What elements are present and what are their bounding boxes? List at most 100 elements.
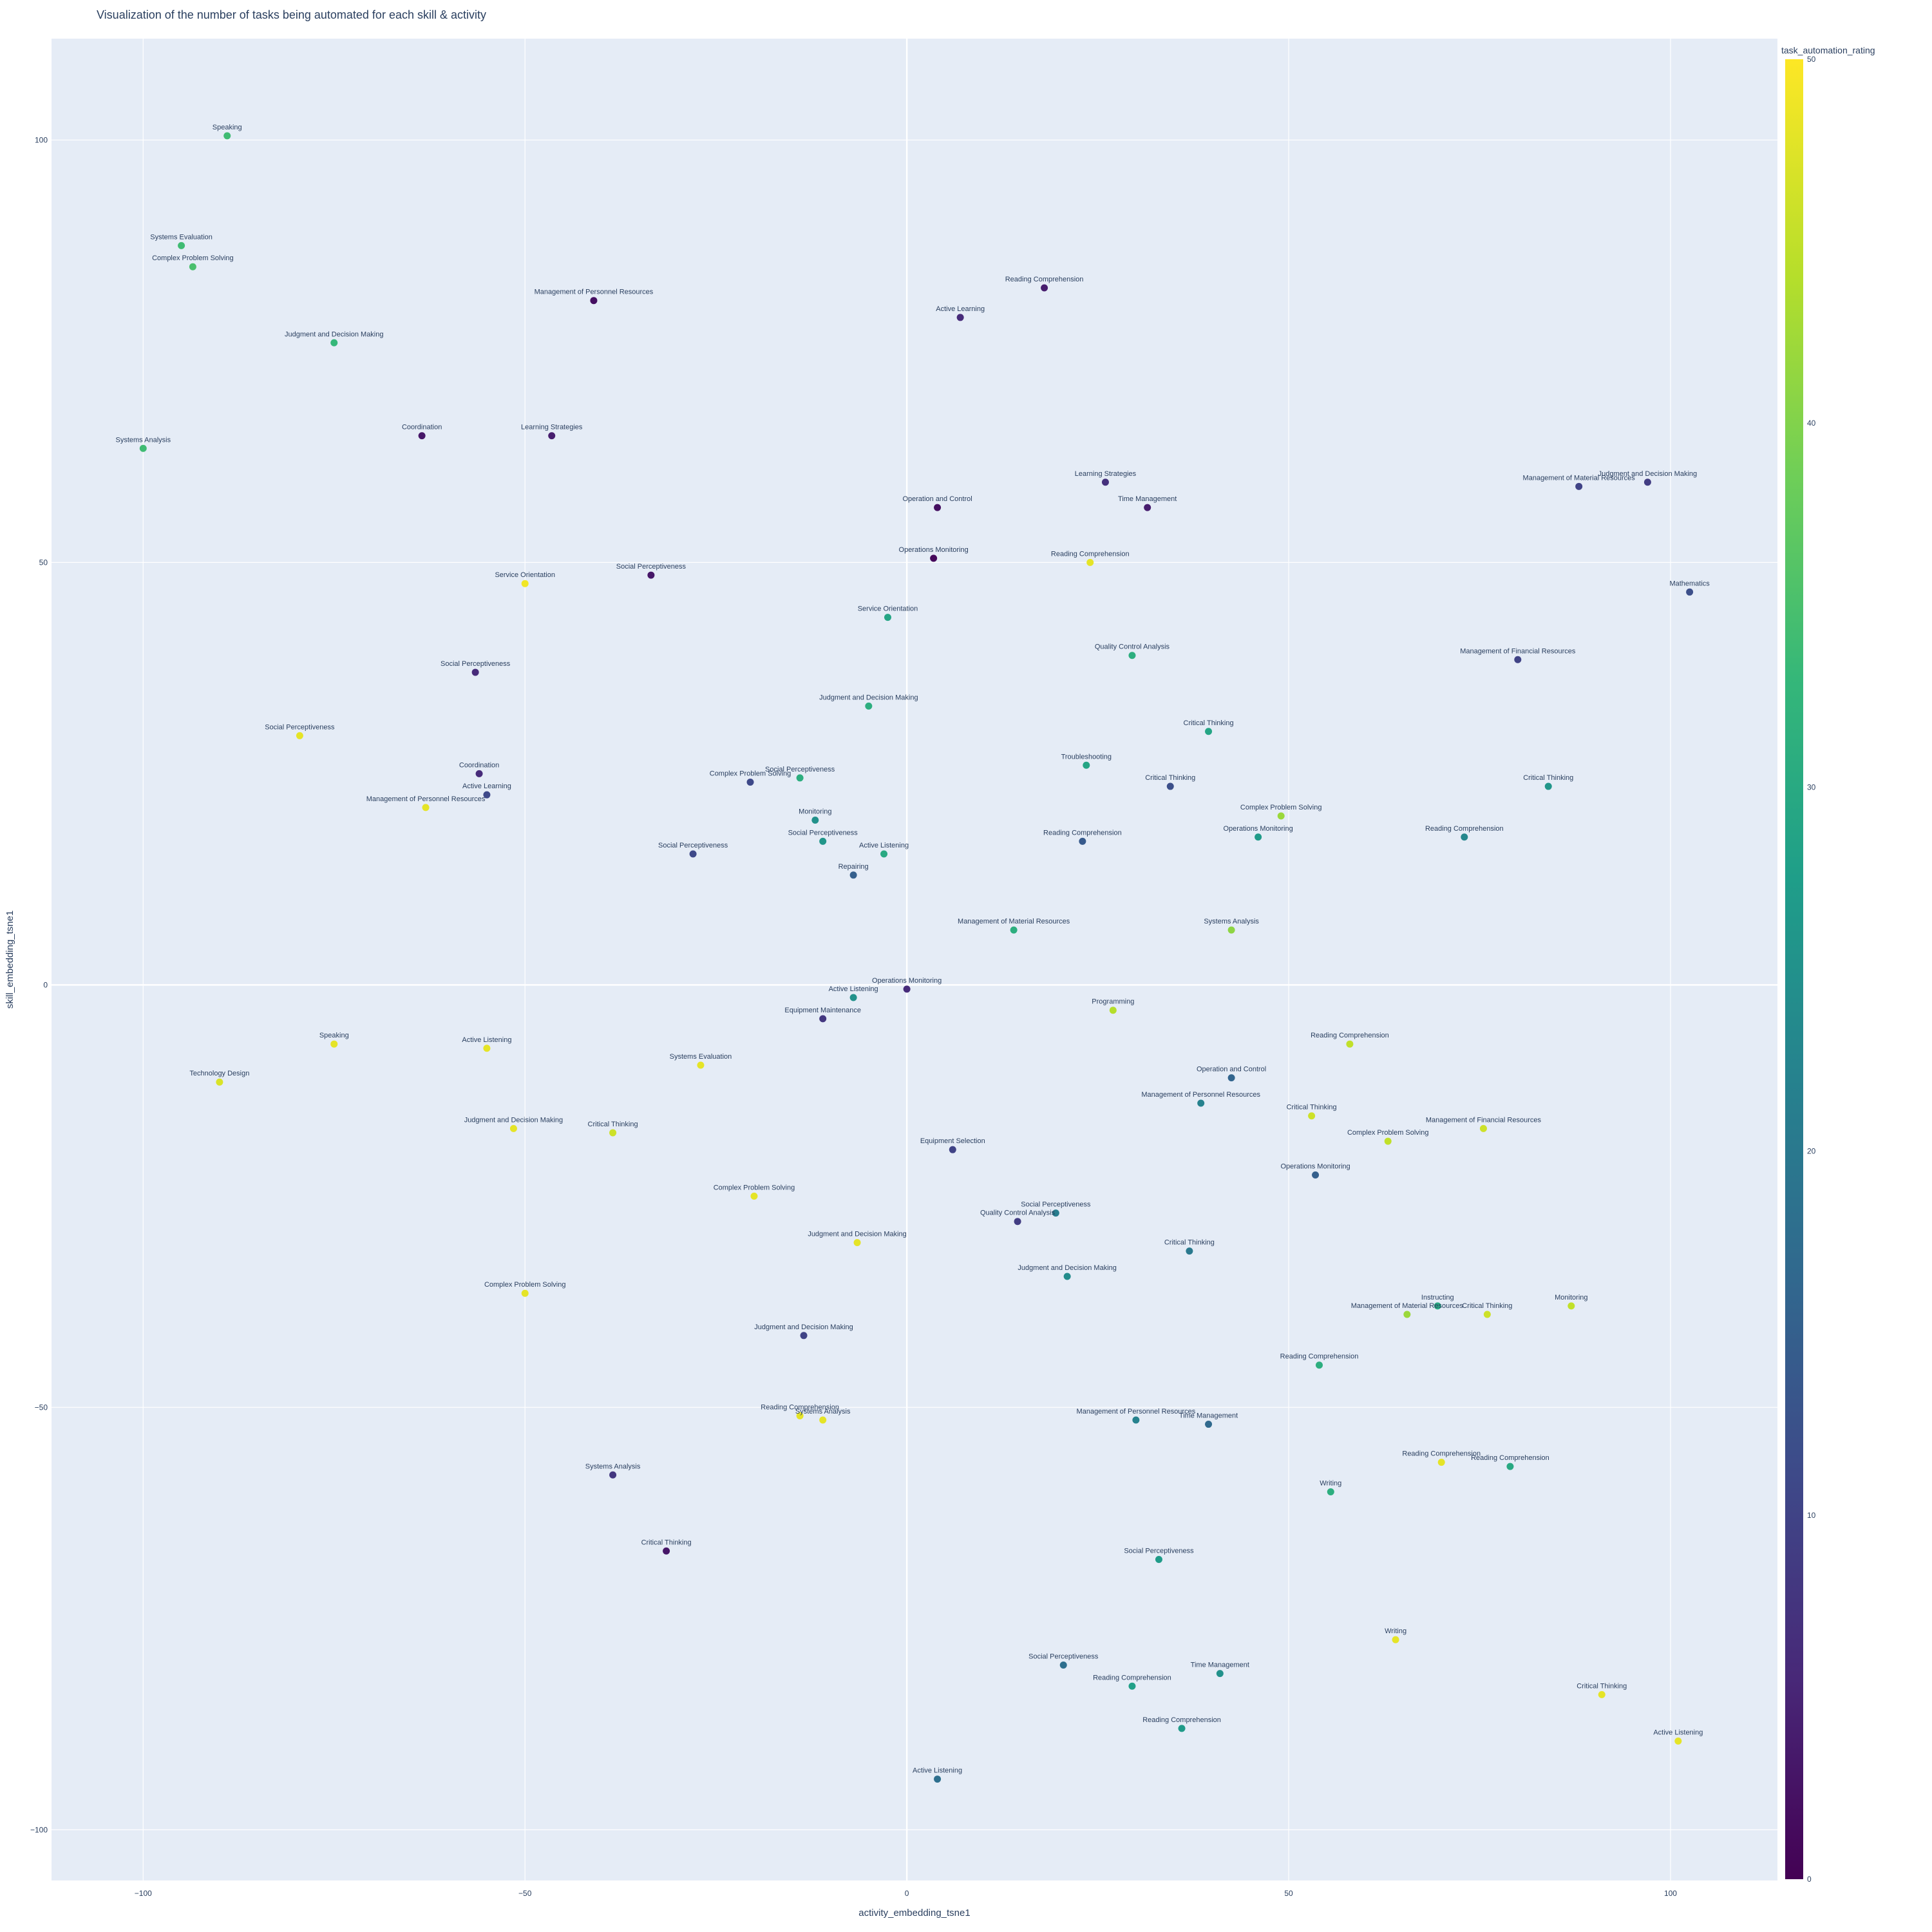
point-label: Learning Strategies bbox=[521, 424, 583, 431]
point-label: Active Listening bbox=[462, 1036, 511, 1044]
point-label: Social Perceptiveness bbox=[765, 766, 835, 773]
scatter-point bbox=[475, 770, 483, 777]
scatter-points bbox=[139, 132, 1694, 1783]
scatter-point bbox=[1083, 761, 1090, 769]
x-tick-label: −50 bbox=[518, 1889, 532, 1898]
scatter-point bbox=[1178, 1725, 1186, 1732]
scatter-point bbox=[609, 1129, 617, 1137]
scatter-point bbox=[1063, 1273, 1071, 1280]
point-label: Social Perceptiveness bbox=[788, 829, 858, 837]
scatter-point bbox=[1392, 1636, 1399, 1643]
scatter-point bbox=[590, 297, 598, 305]
scatter-point bbox=[1434, 1302, 1441, 1310]
point-label: Time Management bbox=[1118, 495, 1177, 503]
x-axis-title: activity_embedding_tsne1 bbox=[858, 1908, 970, 1918]
point-label: Critical Thinking bbox=[1184, 719, 1234, 727]
point-label: Critical Thinking bbox=[588, 1121, 638, 1128]
point-label: Social Perceptiveness bbox=[265, 723, 335, 731]
scatter-point bbox=[853, 1238, 861, 1246]
point-label: Critical Thinking bbox=[1287, 1104, 1337, 1112]
point-label: Time Management bbox=[1191, 1662, 1249, 1669]
scatter-point bbox=[1216, 1670, 1224, 1678]
scatter-point bbox=[800, 1332, 808, 1340]
scatter-point bbox=[1479, 1124, 1487, 1132]
scatter-point bbox=[1132, 1416, 1140, 1424]
point-label: Monitoring bbox=[799, 808, 831, 816]
point-label: Equipment Selection bbox=[920, 1137, 985, 1145]
point-label: Complex Problem Solving bbox=[1347, 1129, 1429, 1137]
scatter-point bbox=[930, 554, 938, 562]
point-label: Writing bbox=[1320, 1480, 1341, 1488]
point-label: Management of Personnel Resources bbox=[1077, 1408, 1196, 1416]
scatter-point bbox=[483, 791, 491, 799]
point-labels: Speaking Systems Evaluation Complex Proble… bbox=[116, 124, 1710, 1775]
point-label: Active Listening bbox=[859, 842, 909, 849]
point-label: Operations Monitoring bbox=[1280, 1163, 1350, 1171]
point-label: Reading Comprehension bbox=[1471, 1454, 1549, 1462]
scatter-point bbox=[139, 444, 147, 452]
scatter-point bbox=[1109, 1007, 1117, 1014]
scatter-point bbox=[1010, 926, 1018, 934]
scatter-point bbox=[1155, 1555, 1162, 1563]
scatter-point bbox=[849, 871, 857, 879]
scatter-point bbox=[1166, 782, 1174, 790]
point-label: Social Perceptiveness bbox=[440, 660, 511, 668]
scatter-point bbox=[1674, 1738, 1682, 1745]
scatter-point bbox=[422, 804, 430, 811]
point-label: Social Perceptiveness bbox=[658, 842, 728, 849]
scatter-point bbox=[949, 1146, 956, 1153]
point-label: Complex Problem Solving bbox=[484, 1281, 566, 1289]
point-label: Operation and Control bbox=[1197, 1066, 1266, 1074]
scatter-point bbox=[884, 614, 891, 621]
plot-area bbox=[52, 39, 1777, 1880]
point-label: Active Learning bbox=[936, 305, 985, 313]
point-label: Judgment and Decision Making bbox=[808, 1230, 906, 1238]
scatter-point bbox=[1197, 1099, 1205, 1107]
scatter-point bbox=[819, 1015, 827, 1023]
scatter-point bbox=[903, 985, 911, 993]
scatter-point bbox=[418, 432, 426, 440]
point-label: Systems Analysis bbox=[1204, 918, 1259, 925]
point-label: Quality Control Analysis bbox=[980, 1209, 1056, 1217]
scatter-point bbox=[865, 702, 873, 710]
scatter-point bbox=[1437, 1459, 1445, 1466]
point-label: Management of Material Resources bbox=[958, 918, 1070, 925]
scatter-point bbox=[934, 1776, 942, 1783]
y-tick-label: 50 bbox=[39, 558, 48, 567]
point-label: Writing bbox=[1385, 1627, 1406, 1635]
colorbar-tick-label: 40 bbox=[1807, 419, 1816, 428]
scatter-point bbox=[1101, 478, 1109, 486]
scatter-point bbox=[330, 339, 338, 346]
colorbar: task_automation_rating 0 10 20 30 40 50 bbox=[1781, 45, 1875, 1884]
point-label: Active Listening bbox=[1653, 1729, 1703, 1737]
scatter-point bbox=[1186, 1247, 1193, 1255]
point-label: Judgment and Decision Making bbox=[1018, 1264, 1116, 1272]
scatter-point bbox=[1205, 1421, 1213, 1428]
point-label: Operations Monitoring bbox=[872, 977, 942, 985]
point-label: Quality Control Analysis bbox=[1095, 643, 1170, 651]
point-label: Complex Problem Solving bbox=[714, 1184, 795, 1191]
x-tick-label: 50 bbox=[1284, 1889, 1293, 1898]
colorbar-tick-label: 0 bbox=[1807, 1875, 1812, 1884]
point-label: Coordination bbox=[459, 761, 499, 769]
point-label: Critical Thinking bbox=[1523, 774, 1573, 782]
point-label: Reading Comprehension bbox=[1043, 829, 1122, 837]
scatter-point bbox=[1014, 1218, 1021, 1226]
x-tick-label: 0 bbox=[905, 1889, 909, 1898]
scatter-point bbox=[819, 1416, 827, 1424]
scatter-point bbox=[750, 1192, 758, 1200]
point-label: Critical Thinking bbox=[1462, 1302, 1512, 1310]
scatter-point bbox=[1144, 504, 1151, 511]
y-axis-ticks: −100 −50 0 50 100 bbox=[30, 135, 48, 1834]
scatter-point bbox=[1575, 482, 1583, 490]
point-label: Mathematics bbox=[1669, 580, 1710, 587]
point-label: Monitoring bbox=[1555, 1294, 1587, 1302]
scatter-point bbox=[697, 1061, 705, 1069]
scatter-point bbox=[1059, 1661, 1067, 1669]
scatter-point bbox=[819, 837, 827, 845]
point-label: Systems Analysis bbox=[116, 436, 171, 444]
point-label: Service Orientation bbox=[858, 605, 918, 613]
scatter-point bbox=[483, 1045, 491, 1052]
point-label: Management of Personnel Resources bbox=[366, 795, 486, 803]
